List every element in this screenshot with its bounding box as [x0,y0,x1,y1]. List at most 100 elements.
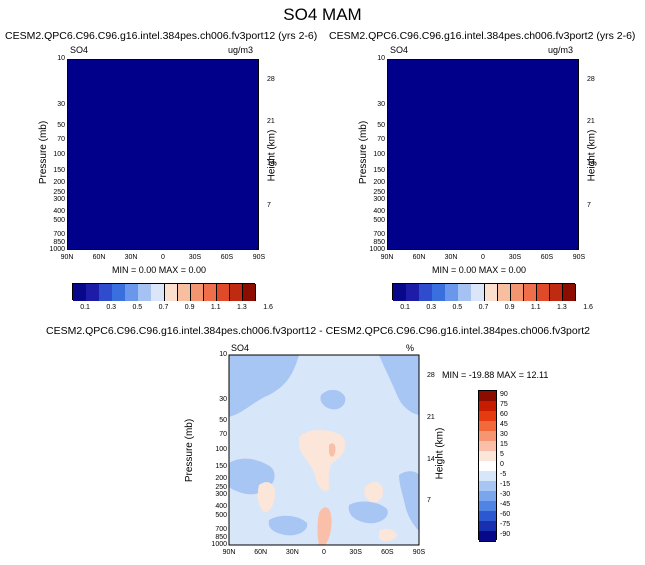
left-height-tick-label: 28 [267,76,275,83]
left-pressure-tick-label: 70 [57,135,65,143]
diff-panel-title: CESM2.QPC6.C96.C96.g16.intel.384pes.ch00… [46,325,590,337]
diff-colorbar-label: -90 [500,531,511,538]
diff-pressure-tick-label: 100 [215,446,227,453]
left-lat-tick-label: 60S [220,254,234,261]
left-colorbar-cell [203,284,218,301]
diff-pressure-tick-label: 30 [219,396,227,404]
left-colorbar-cell [216,284,231,301]
left-lat-tick-label: 90N [60,254,74,261]
diff-pressure-tick-label: 50 [219,417,227,425]
right-colorbar-cell [406,284,420,301]
right-colorbar-label: 0.7 [478,304,489,311]
right-pressure-tick-label: 300 [373,196,385,204]
left-pressure-tick-label: 850 [53,239,65,247]
left-colorbar-cell [190,284,205,301]
right-pressure-tick-label: 200 [373,179,385,187]
diff-colorbar-label: 30 [500,431,508,438]
page-title: SO4 MAM [283,5,362,24]
diff-colorbar-cell [479,451,496,462]
right-colorbar-label: 1.3 [557,304,567,311]
diff-colorbar-cell [479,471,496,482]
right-panel-title: CESM2.QPC6.C96.C96.g16.intel.384pes.ch00… [329,30,636,42]
left-colorbar-cell [86,284,100,301]
right-pressure-tick-label: 70 [377,135,385,143]
left-pressure-tick-label: 100 [53,150,65,158]
right-pressure-tick-label: 700 [373,231,385,239]
diff-colorbar-label: 0 [500,461,504,468]
diff-colorbar-label: 60 [500,411,508,418]
left-var-label: SO4 [70,45,89,55]
right-colorbar-cell [432,284,446,301]
right-colorbar-cell [393,284,407,301]
left-colorbar [72,283,257,301]
right-height-tick-label: 14 [587,160,595,168]
diff-lat-tick-label: 90S [412,549,426,556]
diff-colorbar-label: -5 [500,471,507,478]
diff-pressure-tick-label: 70 [219,431,227,439]
left-pressure-tick-label: 1000 [49,246,65,253]
diff-colorbar-label: 75 [500,401,508,408]
diff-colorbar-cell [479,431,496,442]
left-colorbar-cell [164,284,179,301]
right-colorbar-cell [471,284,485,301]
diff-colorbar-label: -60 [500,511,511,518]
right-height-tick-label: 7 [587,202,591,210]
left-colorbar-label: 0.7 [158,304,169,311]
diff-colorbar-cell [479,401,496,412]
left-lat-tick-label: 30S [188,254,202,261]
right-colorbar-cell [523,284,538,301]
right-lat-tick-label: 30S [508,254,522,261]
left-height-tick-label: 14 [267,160,275,168]
right-colorbar-cell [419,284,433,301]
right-pressure-tick-label: 10 [377,55,385,62]
diff-pressure-tick-label: 200 [215,474,227,482]
diff-colorbar-cell [479,501,496,512]
left-lat-tick-label: 30N [124,254,138,261]
right-ylabel: Pressure (mb) [358,120,370,185]
left-colorbar-cell [151,284,165,301]
right-plot-area [387,59,579,250]
right-colorbar-cell [497,284,512,301]
left-lat-tick-label: 0 [161,254,165,261]
left-pressure-tick-label: 700 [53,231,65,239]
diff-lat-tick-label: 60N [254,549,268,556]
diff-colorbar-label: 45 [500,421,508,428]
diff-colorbar-cell [479,461,496,472]
diff-lat-tick-label: 30N [285,549,299,556]
diff-ylabel: Pressure (mb) [184,418,196,483]
diff-height-tick-label: 28 [427,371,435,379]
left-colorbar-label: 1.6 [263,304,273,311]
left-colorbar-cell [99,284,113,301]
left-lat-tick-label: 60N [92,254,106,261]
right-colorbar-label: 1.1 [530,304,541,311]
diff-colorbar-label: -15 [500,481,511,488]
left-colorbar-cell [138,284,152,301]
diff-plot-area [228,354,420,546]
right-lat-tick-label: 0 [481,254,485,261]
right-units-label: ug/m3 [548,45,574,55]
diff-units-label: % [406,343,415,353]
right-colorbar-cell [562,284,577,301]
diff-pressure-tick-label: 150 [215,462,227,470]
left-pressure-tick-label: 250 [53,188,65,196]
left-pressure-tick-label: 30 [57,100,65,108]
left-ylabel: Pressure (mb) [38,120,50,185]
left-colorbar-cell [177,284,192,301]
diff-colorbar-label: -45 [500,501,511,508]
diff-pressure-tick-label: 500 [215,512,227,520]
right-pressure-tick-label: 100 [373,150,385,158]
diff-lat-tick-label: 60S [381,549,394,556]
left-lat-tick-label: 90S [252,254,266,261]
diff-colorbar-cell [479,481,496,492]
diff-minmax: MIN = -19.88 MAX = 12.11 [442,370,549,380]
diff-pressure-tick-label: 700 [215,526,227,534]
left-colorbar-label: 0.1 [80,304,90,311]
diff-colorbar-label: -30 [500,491,511,498]
right-colorbar-label: 0.9 [504,304,515,311]
left-height-tick-label: 7 [267,202,271,210]
right-pressure-tick-label: 1000 [369,246,385,253]
right-pressure-tick-label: 850 [373,239,385,247]
diff-height-tick-label: 14 [427,455,435,463]
left-colorbar-label: 0.3 [106,304,117,311]
right-colorbar-cell [536,284,551,301]
